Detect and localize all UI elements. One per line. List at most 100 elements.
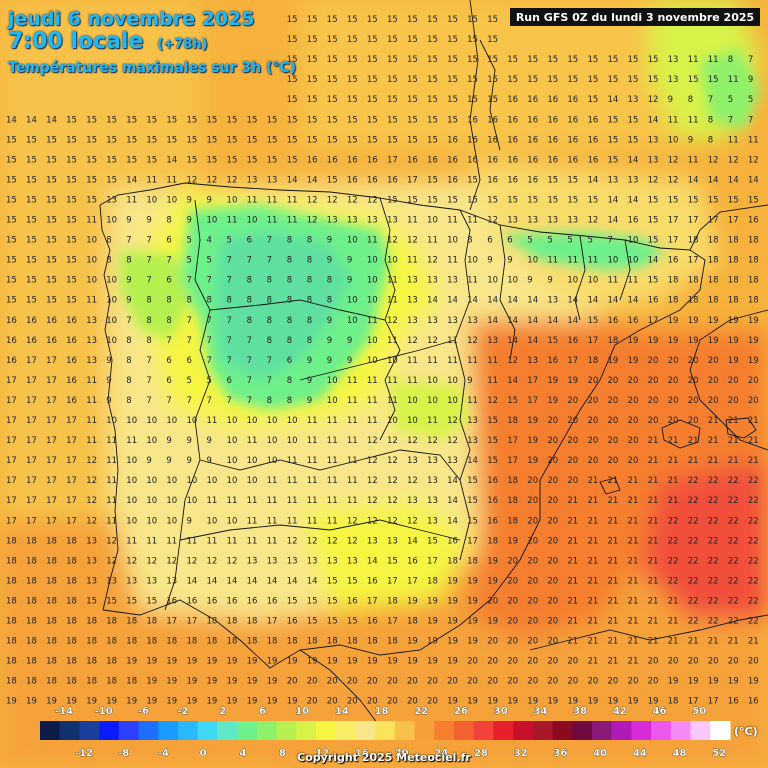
grid-value: 18 <box>26 617 37 627</box>
grid-value: 15 <box>427 15 438 25</box>
grid-value: 12 <box>507 356 518 366</box>
grid-value: 15 <box>46 296 57 306</box>
legend-swatch <box>631 721 652 740</box>
grid-value: 8 <box>708 115 713 125</box>
grid-value: 15 <box>307 55 318 65</box>
grid-value: 14 <box>527 336 538 346</box>
grid-value: 10 <box>447 236 458 246</box>
grid-value: 19 <box>547 697 558 707</box>
grid-value: 20 <box>307 697 318 707</box>
grid-value: 20 <box>567 677 578 687</box>
grid-value: 11 <box>327 496 338 506</box>
grid-value: 6 <box>166 236 171 246</box>
grid-value: 17 <box>46 456 57 466</box>
grid-value: 11 <box>126 436 137 446</box>
grid-value: 15 <box>487 416 498 426</box>
grid-value: 12 <box>387 316 398 326</box>
grid-value: 13 <box>347 216 358 226</box>
grid-value: 17 <box>46 416 57 426</box>
grid-value: 8 <box>307 256 312 266</box>
grid-value: 19 <box>507 697 518 707</box>
grid-value: 20 <box>527 657 538 667</box>
grid-value: 7 <box>146 356 151 366</box>
grid-value: 15 <box>648 216 659 226</box>
grid-value: 19 <box>708 677 719 687</box>
grid-value: 21 <box>648 516 659 526</box>
grid-value: 12 <box>407 336 418 346</box>
grid-value: 15 <box>447 15 458 25</box>
grid-value: 12 <box>287 536 298 546</box>
grid-value: 15 <box>628 55 639 65</box>
grid-value: 19 <box>608 356 619 366</box>
grid-value: 11 <box>387 336 398 346</box>
grid-value: 7 <box>126 316 131 326</box>
grid-value: 20 <box>748 396 759 406</box>
grid-value: 19 <box>748 356 759 366</box>
grid-value: 17 <box>407 576 418 586</box>
grid-value: 15 <box>46 256 57 266</box>
grid-value: 16 <box>527 115 538 125</box>
legend-swatch <box>394 721 416 740</box>
grid-value: 22 <box>748 596 759 606</box>
grid-value: 20 <box>527 677 538 687</box>
grid-value: 22 <box>748 496 759 506</box>
grid-value: 18 <box>66 576 77 586</box>
grid-value: 21 <box>587 657 598 667</box>
grid-value: 12 <box>668 155 679 165</box>
grid-value: 13 <box>547 296 558 306</box>
grid-value: 20 <box>307 677 318 687</box>
grid-value: 15 <box>547 75 558 85</box>
grid-value: 8 <box>227 296 232 306</box>
grid-value: 13 <box>427 496 438 506</box>
grid-value: 18 <box>26 556 37 566</box>
grid-value: 13 <box>407 276 418 286</box>
grid-value: 13 <box>267 175 278 185</box>
grid-value: 14 <box>688 175 699 185</box>
grid-value: 21 <box>567 496 578 506</box>
grid-value: 20 <box>547 617 558 627</box>
grid-value: 15 <box>587 95 598 105</box>
grid-value: 18 <box>728 276 739 286</box>
grid-value: 15 <box>227 135 238 145</box>
grid-value: 16 <box>347 175 358 185</box>
grid-value: 8 <box>267 276 272 286</box>
grid-value: 15 <box>547 175 558 185</box>
grid-value: 20 <box>608 436 619 446</box>
grid-value: 11 <box>748 135 759 145</box>
grid-value: 15 <box>367 95 378 105</box>
grid-value: 20 <box>628 376 639 386</box>
legend-swatch <box>256 721 278 740</box>
grid-value: 15 <box>287 35 298 45</box>
grid-value: 16 <box>66 336 77 346</box>
grid-value: 13 <box>527 216 538 226</box>
grid-value: 15 <box>628 115 639 125</box>
grid-value: 14 <box>447 296 458 306</box>
grid-value: 17 <box>26 376 37 386</box>
grid-value: 14 <box>467 456 478 466</box>
grid-value: 15 <box>207 155 218 165</box>
grid-value: 11 <box>146 175 157 185</box>
grid-value: 15 <box>567 195 578 205</box>
grid-value: 15 <box>327 115 338 125</box>
grid-value: 15 <box>26 296 37 306</box>
grid-value: 8 <box>166 296 171 306</box>
grid-value: 18 <box>447 556 458 566</box>
grid-value: 18 <box>487 536 498 546</box>
grid-value: 21 <box>728 416 739 426</box>
grid-value: 16 <box>567 95 578 105</box>
grid-value: 21 <box>668 617 679 627</box>
grid-value: 9 <box>166 456 171 466</box>
grid-value: 15 <box>26 216 37 226</box>
legend-bottom-label: 52 <box>712 748 726 759</box>
grid-value: 12 <box>367 456 378 466</box>
grid-value: 19 <box>547 376 558 386</box>
grid-value: 20 <box>608 677 619 687</box>
grid-value: 15 <box>728 195 739 205</box>
grid-value: 9 <box>207 195 212 205</box>
grid-value: 16 <box>407 556 418 566</box>
legend-swatch <box>59 721 80 740</box>
grid-value: 15 <box>287 15 298 25</box>
grid-value: 15 <box>126 155 137 165</box>
grid-value: 18 <box>6 536 17 546</box>
grid-value: 15 <box>387 135 398 145</box>
